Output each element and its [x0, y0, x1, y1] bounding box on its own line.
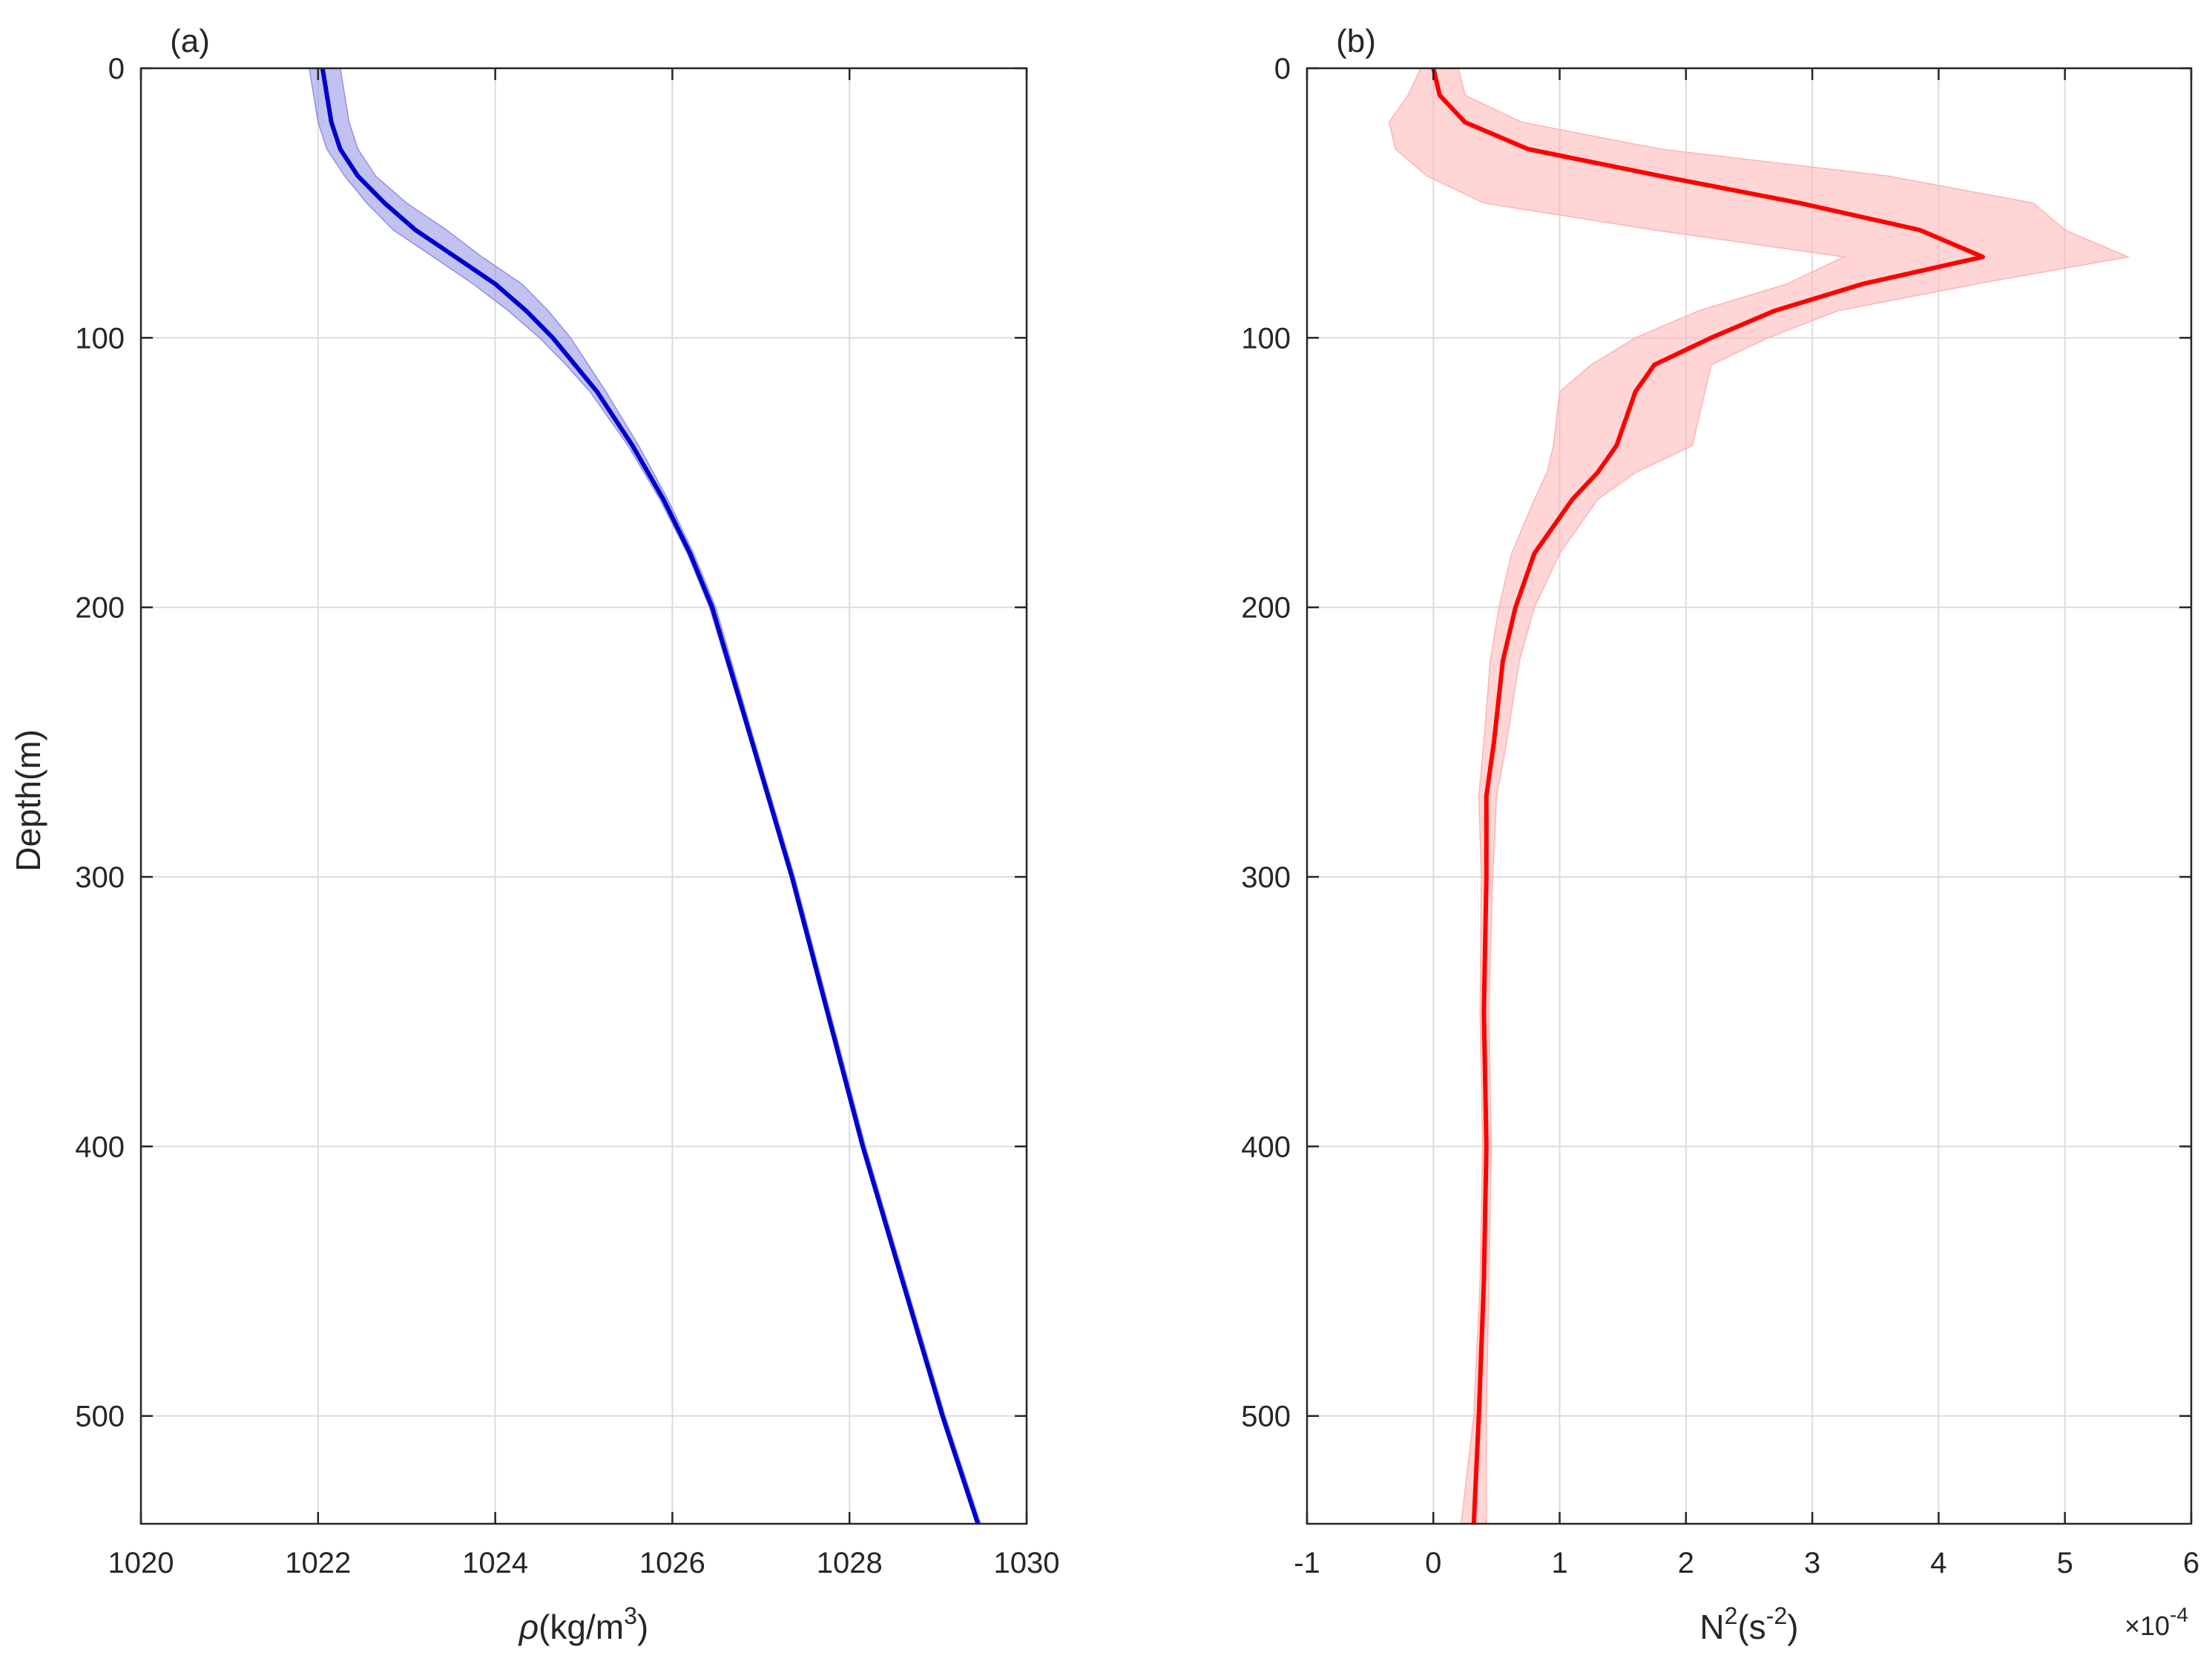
- panel-b-buoyancy: -1 0 1 2 3 4 5 6 0 100 200 300 400 500 (b) N2(s-2) ×1…: [1241, 23, 2199, 1646]
- panel-b-label: (b): [1336, 23, 1376, 59]
- y-tick-label: 100: [75, 322, 125, 355]
- x-tick-label: 3: [1804, 1547, 1820, 1579]
- x-tick-label: -1: [1294, 1547, 1320, 1579]
- panel-b-n2-line: [1431, 68, 1985, 1525]
- y-tick-label: 100: [1241, 322, 1291, 355]
- y-tick-label: 500: [75, 1401, 125, 1433]
- x-tick-label: 0: [1425, 1547, 1441, 1579]
- panel-b-ticks: -1 0 1 2 3 4 5 6 0 100 200 300 400 500: [1241, 53, 2199, 1579]
- x-tick-label: 1028: [817, 1547, 883, 1579]
- x-tick-label: 1022: [285, 1547, 351, 1579]
- panel-b-axes-box: [1306, 67, 2193, 1525]
- y-tick-label: 400: [75, 1131, 125, 1163]
- panel-a-ticks: 1020 1022 1024 1026 1028 1030 0 100 200 300 400 500: [75, 53, 1059, 1579]
- panel-a-x-axis-label: ρ(kg/m3): [518, 1602, 648, 1646]
- y-tick-label: 0: [108, 53, 125, 85]
- x-tick-label: 1020: [108, 1547, 174, 1579]
- x-tick-label: 1: [1551, 1547, 1567, 1579]
- x-tick-label: 6: [2183, 1547, 2199, 1579]
- panel-b-x-multiplier: ×10-4: [2124, 1603, 2188, 1641]
- x-tick-label: 1030: [994, 1547, 1060, 1579]
- y-tick-label: 300: [75, 861, 125, 894]
- y-tick-label: 200: [1241, 592, 1291, 625]
- rho-symbol: ρ: [518, 1608, 539, 1646]
- panel-a-y-axis-label: Depth(m): [9, 729, 47, 872]
- y-tick-label: 400: [1241, 1131, 1291, 1163]
- panel-b-x-axis-label: N2(s-2): [1699, 1602, 1798, 1646]
- panel-a-label: (a): [170, 23, 210, 59]
- y-tick-label: 500: [1241, 1401, 1291, 1433]
- panel-a-axes-box: [139, 67, 1028, 1525]
- x-tick-label: 1026: [639, 1547, 705, 1579]
- panel-a-grid: [140, 68, 1027, 1524]
- y-tick-label: 0: [1274, 53, 1291, 85]
- y-tick-label: 300: [1241, 861, 1291, 894]
- panel-a-density-line: [320, 68, 981, 1525]
- x-tick-label: 4: [1930, 1547, 1946, 1579]
- x-tick-label: 1024: [462, 1547, 528, 1579]
- panel-a-density: 1020 1022 1024 1026 1028 1030 0 100 200 300 400 500…: [9, 23, 1059, 1646]
- x-tick-label: 2: [1678, 1547, 1694, 1579]
- x-tick-label: 5: [2057, 1547, 2073, 1579]
- y-tick-label: 200: [75, 592, 125, 625]
